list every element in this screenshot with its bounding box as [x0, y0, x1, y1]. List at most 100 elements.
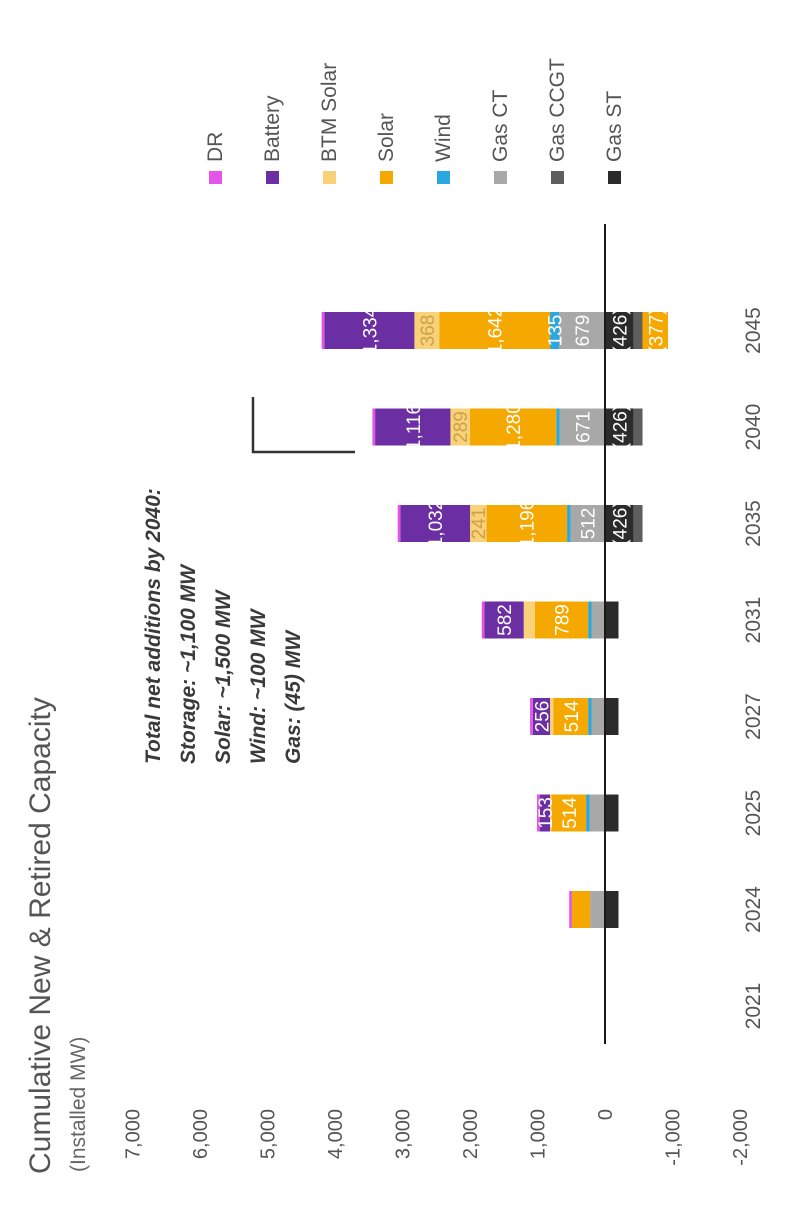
bars-layer — [321, 312, 668, 928]
bar-data-label: 1,334 — [360, 306, 381, 354]
bar-segment — [532, 698, 551, 735]
bar-data-label: 1,196 — [518, 500, 539, 548]
legend-swatch — [209, 171, 222, 184]
bar-segment — [559, 408, 606, 446]
legend-label: Gas CCGT — [546, 58, 569, 162]
bar-segment — [559, 312, 605, 349]
bar-segment — [569, 891, 572, 928]
y-tick-label: 5,000 — [258, 1109, 280, 1159]
x-tick-label: 2027 — [742, 693, 765, 740]
bar-segment — [633, 312, 643, 349]
x-tick-label: 2035 — [742, 500, 765, 547]
bar-data-label: 679 — [573, 315, 594, 347]
bar-data-label: 789 — [552, 604, 573, 636]
bar-segment — [530, 698, 533, 735]
y-axis-ticks: -2,000 -1,000 0 1,000 2,000 3,000 4,000 5,000 6,… — [123, 1109, 753, 1166]
bar-segment — [534, 601, 589, 639]
bar-segment — [605, 891, 619, 928]
bar-segment — [321, 312, 325, 349]
bar-segment — [605, 408, 634, 446]
bar-segment — [523, 601, 535, 639]
bar-data-label: 671 — [573, 411, 594, 443]
annotation-line: Solar: ~1,500 MW — [212, 589, 235, 764]
bar-segment — [486, 505, 568, 542]
bar-segment — [633, 408, 643, 446]
bar-segment — [605, 505, 634, 542]
bar-data-label: 368 — [418, 315, 439, 347]
bar-segment — [556, 408, 560, 446]
y-tick-label: -1,000 — [663, 1109, 685, 1166]
annotation-line: Gas: (45) MW — [282, 629, 305, 764]
bar-segment — [605, 601, 619, 639]
y-tick-label: -2,000 — [730, 1109, 752, 1166]
bar-data-label: (426) — [610, 308, 631, 352]
legend-swatch — [323, 171, 336, 184]
bar-segment — [539, 794, 551, 832]
bar-segment — [633, 505, 643, 542]
bar-segment — [450, 408, 470, 446]
bar-data-label: 241 — [469, 508, 490, 540]
bar-data-label: 153 — [536, 797, 557, 829]
bar-data-label: 1,280 — [504, 403, 525, 451]
bar-segment — [372, 408, 376, 446]
legend-swatch — [551, 171, 564, 184]
bar-segment — [642, 312, 668, 349]
bar-data-label: 256 — [532, 701, 553, 733]
bar-segment — [481, 601, 485, 639]
legend: DR Battery BTM Solar Solar Wind Gas CT Gas CCG… — [204, 58, 626, 184]
y-tick-label: 7,000 — [123, 1109, 145, 1159]
bar-segment — [570, 505, 606, 542]
bar-data-label: 1,642 — [486, 307, 507, 355]
x-tick-label: 2031 — [742, 597, 765, 644]
legend-label: BTM Solar — [318, 63, 341, 162]
legend-label: Gas CT — [489, 89, 512, 162]
bar-data-label: 289 — [451, 411, 472, 443]
bar-data-label: (377) — [646, 308, 667, 352]
x-tick-label: 2025 — [742, 790, 765, 837]
bar-segment — [589, 794, 605, 832]
bar-segment — [605, 312, 634, 349]
bar-segment — [414, 312, 440, 349]
bar-segment — [324, 312, 415, 349]
bar-segment — [484, 601, 524, 639]
annotation-group: Total net additions by 2040: Storage: ~1… — [142, 397, 355, 764]
bar-segment — [591, 601, 605, 639]
bar-segment — [586, 794, 590, 832]
x-tick-label: 2024 — [742, 886, 765, 933]
legend-label: Solar — [375, 113, 398, 162]
bar-segment — [550, 794, 552, 832]
y-tick-label: 2,000 — [460, 1109, 482, 1159]
bar-data-label: 1,032 — [426, 500, 447, 548]
bar-segment — [469, 408, 557, 446]
bar-data-label: 582 — [495, 604, 516, 636]
bar-data-label: 1,116 — [404, 404, 425, 450]
x-tick-label: 2040 — [742, 404, 765, 451]
x-tick-label: 2045 — [742, 307, 765, 354]
bar-segment — [375, 408, 451, 446]
legend-swatch — [380, 171, 393, 184]
bar-data-label: (426) — [610, 501, 631, 545]
y-tick-label: 1,000 — [528, 1109, 550, 1159]
bar-segment — [400, 505, 471, 542]
legend-label: DR — [204, 132, 227, 162]
bar-segment — [567, 505, 571, 542]
bar-data-label: 514 — [562, 700, 583, 732]
legend-label: Battery — [261, 95, 284, 162]
chart-title: Cumulative New & Retired Capacity — [24, 697, 57, 1174]
bar-segment — [553, 698, 589, 735]
legend-swatch — [608, 171, 621, 184]
bar-segment — [605, 698, 619, 735]
y-tick-label: 0 — [595, 1109, 617, 1120]
bar-segment — [605, 794, 619, 832]
annotation-line: Total net additions by 2040: — [142, 488, 165, 764]
legend-label: Gas ST — [603, 91, 626, 162]
bar-segment — [550, 698, 554, 735]
chart-subtitle: (Installed MW) — [67, 1037, 90, 1172]
x-tick-label: 2021 — [742, 983, 765, 1030]
bar-data-label: 512 — [579, 508, 600, 540]
y-tick-label: 4,000 — [325, 1109, 347, 1159]
bar-segment — [551, 794, 587, 832]
annotation-bracket — [251, 397, 355, 454]
